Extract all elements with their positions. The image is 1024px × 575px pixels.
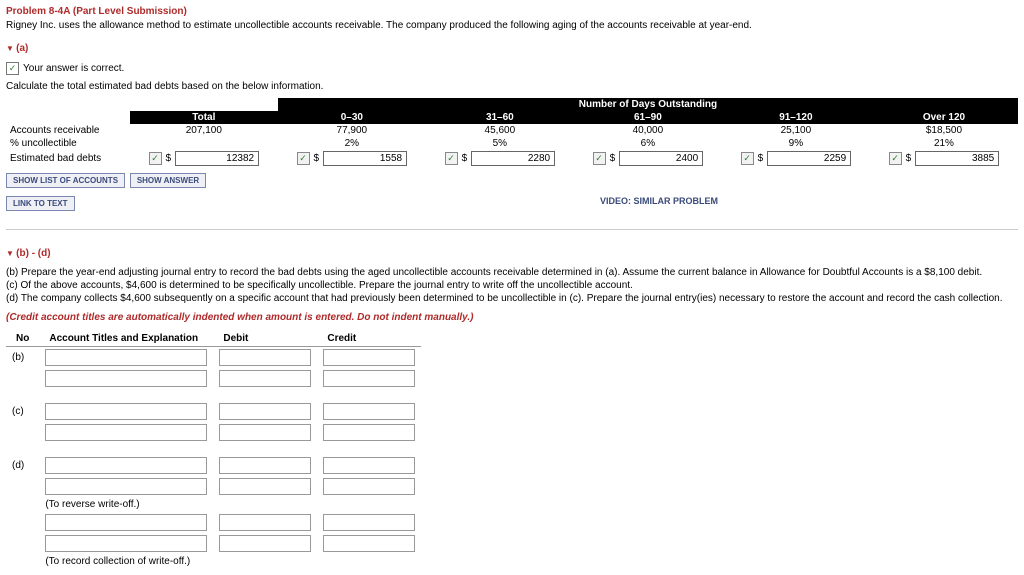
account-title-input[interactable]: [45, 514, 207, 531]
link-to-text-button[interactable]: LINK TO TEXT: [6, 196, 75, 211]
answer-box[interactable]: 12382: [175, 151, 259, 166]
divider: [6, 229, 1018, 230]
account-title-input[interactable]: [45, 478, 207, 495]
aging-table: Number of Days Outstanding Total 0–30 31…: [6, 98, 1018, 167]
debit-input[interactable]: [219, 370, 311, 387]
record-note: (To record collection of write-off.): [39, 554, 421, 569]
reverse-note: (To reverse write-off.): [39, 497, 421, 512]
check-icon: ✓: [297, 152, 310, 165]
part-a-label[interactable]: (a): [6, 43, 1018, 54]
answer-box[interactable]: 3885: [915, 151, 999, 166]
account-title-input[interactable]: [45, 349, 207, 366]
credit-input[interactable]: [323, 370, 415, 387]
debit-input[interactable]: [219, 424, 311, 441]
video-similar-problem-link[interactable]: VIDEO: SIMILAR PROBLEM: [600, 196, 718, 211]
je-row: (c): [6, 401, 421, 422]
part-bd-label[interactable]: (b) - (d): [6, 248, 1018, 259]
account-title-input[interactable]: [45, 457, 207, 474]
debit-input[interactable]: [219, 514, 311, 531]
show-list-accounts-button[interactable]: SHOW LIST OF ACCOUNTS: [6, 173, 125, 188]
je-row: [6, 512, 421, 533]
credit-input[interactable]: [323, 403, 415, 420]
debit-input[interactable]: [219, 349, 311, 366]
credit-input[interactable]: [323, 349, 415, 366]
credit-input[interactable]: [323, 478, 415, 495]
ar-row: Accounts receivable 207,100 77,900 45,60…: [6, 124, 1018, 137]
je-row: [6, 422, 421, 443]
answer-box[interactable]: 2400: [619, 151, 703, 166]
part-a-instruction: Calculate the total estimated bad debts …: [6, 81, 1018, 92]
je-row: [6, 476, 421, 497]
credit-note: (Credit account titles are automatically…: [6, 312, 1018, 323]
credit-input[interactable]: [323, 424, 415, 441]
answer-box[interactable]: 2280: [471, 151, 555, 166]
part-b-text: (b) Prepare the year-end adjusting journ…: [6, 267, 1018, 278]
check-icon: ✓: [741, 152, 754, 165]
je-row: (b): [6, 347, 421, 369]
check-icon: ✓: [149, 152, 162, 165]
problem-title: Problem 8-4A (Part Level Submission): [6, 6, 1018, 17]
answer-box[interactable]: 2259: [767, 151, 851, 166]
part-d-text: (d) The company collects $4,600 subseque…: [6, 293, 1018, 304]
show-answer-button[interactable]: SHOW ANSWER: [130, 173, 206, 188]
je-row: [6, 368, 421, 389]
aging-span-header: Number of Days Outstanding: [278, 98, 1018, 111]
check-icon: ✓: [6, 62, 19, 75]
check-icon: ✓: [445, 152, 458, 165]
account-title-input[interactable]: [45, 370, 207, 387]
credit-input[interactable]: [323, 457, 415, 474]
pct-row: % uncollectible 2% 5% 6% 9% 21%: [6, 137, 1018, 150]
je-row: (d): [6, 455, 421, 476]
account-title-input[interactable]: [45, 424, 207, 441]
debit-input[interactable]: [219, 478, 311, 495]
account-title-input[interactable]: [45, 403, 207, 420]
check-icon: ✓: [889, 152, 902, 165]
intro-text: Rigney Inc. uses the allowance method to…: [6, 20, 1018, 31]
je-header-row: No Account Titles and Explanation Debit …: [6, 331, 421, 347]
part-c-text: (c) Of the above accounts, $4,600 is det…: [6, 280, 1018, 291]
answer-correct-line: ✓ Your answer is correct.: [6, 62, 1018, 75]
journal-entry-table: No Account Titles and Explanation Debit …: [6, 331, 421, 569]
check-icon: ✓: [593, 152, 606, 165]
answer-correct-text: Your answer is correct.: [23, 63, 124, 74]
answer-box[interactable]: 1558: [323, 151, 407, 166]
debit-input[interactable]: [219, 457, 311, 474]
ebd-row: Estimated bad debts ✓$12382 ✓$1558 ✓$228…: [6, 150, 1018, 167]
credit-input[interactable]: [323, 514, 415, 531]
aging-header-row: Total 0–30 31–60 61–90 91–120 Over 120: [6, 111, 1018, 124]
debit-input[interactable]: [219, 403, 311, 420]
